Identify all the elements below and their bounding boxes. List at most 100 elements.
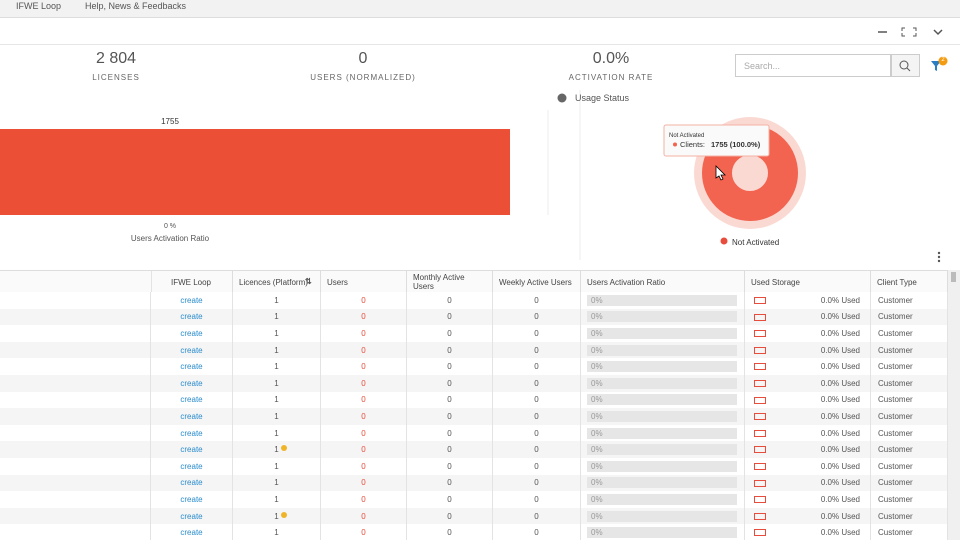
storage-icon — [754, 529, 766, 537]
cell: 0 — [321, 524, 407, 540]
create-link[interactable]: create — [180, 428, 203, 438]
header-cell[interactable]: Users — [327, 277, 348, 287]
cell: Customer — [871, 341, 948, 359]
create-link[interactable]: create — [180, 328, 203, 338]
filter-badge: 2 — [941, 57, 945, 63]
cell: 0.0% Used — [745, 507, 871, 525]
cell: 0 — [407, 375, 493, 392]
header-cell[interactable]: Users Activation Ratio — [587, 277, 666, 287]
activation-ratio: 0% — [587, 394, 737, 406]
header-cell[interactable]: Licences (Platform) — [239, 277, 308, 287]
charts: 1755 0 % Users Activation Ratio Not Activat… — [0, 90, 806, 260]
expand[interactable] — [901, 27, 917, 37]
cell: 0.0% Used — [745, 341, 871, 359]
search-button[interactable] — [891, 54, 920, 77]
activation-ratio: 0% — [587, 460, 737, 472]
legend-label: Not Activated — [732, 238, 779, 247]
column-border — [406, 271, 407, 293]
cell: 0 — [407, 507, 493, 525]
cell: 0.0% Used — [745, 408, 871, 425]
client-type: Customer — [878, 378, 913, 388]
users: 0 — [361, 494, 366, 504]
client-type: Customer — [878, 312, 913, 322]
licences: 1 — [274, 494, 279, 504]
more-menu[interactable] — [934, 250, 944, 264]
create-link[interactable]: create — [180, 511, 203, 521]
filter-icon[interactable] — [928, 56, 952, 74]
storage-icon — [754, 380, 766, 387]
create-link[interactable]: create — [180, 312, 203, 322]
cell: 0% — [581, 325, 745, 342]
weekly-active: 0 — [534, 295, 539, 305]
cell: 0 — [407, 458, 493, 475]
users: 0 — [361, 362, 366, 372]
users: 0 — [361, 528, 366, 538]
storage-icon — [754, 496, 766, 504]
cell: 0 — [493, 391, 581, 409]
table-row: create 1 0 0 0 0% 0.0% Used Customer — [0, 375, 948, 392]
create-link[interactable]: create — [180, 378, 203, 388]
header-cell[interactable]: Used Storage — [751, 277, 800, 287]
scrollbar[interactable] — [948, 270, 960, 540]
tooltip-dot — [673, 142, 677, 147]
top-nav — [0, 0, 960, 18]
cell: 0 — [493, 358, 581, 375]
cell: 0 — [493, 408, 581, 425]
header-cell[interactable]: IFWE Loop — [170, 277, 211, 287]
weekly-active: 0 — [534, 378, 539, 388]
monthly-active: 0 — [447, 445, 452, 455]
users: 0 — [361, 461, 366, 471]
client-type: Customer — [878, 411, 913, 421]
cell: 0% — [581, 524, 745, 540]
name-cell — [0, 358, 151, 375]
nav-item[interactable]: Help, News & Feedbacks — [85, 1, 187, 11]
weekly-active: 0 — [534, 411, 539, 421]
collapse[interactable] — [933, 29, 943, 36]
create-link[interactable]: create — [180, 362, 203, 372]
cell: 0% — [581, 308, 745, 326]
cell: 0 — [407, 491, 493, 508]
cell: 1 — [233, 358, 321, 375]
create-link[interactable]: create — [180, 461, 203, 471]
column-border — [744, 271, 745, 293]
name-cell — [0, 474, 151, 492]
table-row: create 1 0 0 0 0% 0.0% Used Customer — [0, 325, 948, 342]
create-link[interactable]: create — [180, 478, 203, 488]
table-header: IFWE Loop Licences (Platform) Users Monthly… — [0, 270, 948, 294]
stat-label: USERS (NORMALIZED) — [310, 73, 416, 82]
create-link[interactable]: create — [180, 445, 203, 455]
used-storage: 0.0% Used — [820, 411, 860, 421]
cell: Customer — [871, 325, 948, 342]
cursor — [715, 165, 726, 181]
monthly-active: 0 — [447, 295, 452, 305]
stat-value: 2 804 — [95, 50, 137, 67]
create-link[interactable]: create — [180, 528, 203, 538]
used-storage: 0.0% Used — [820, 395, 860, 405]
cell: create — [151, 458, 233, 475]
tooltip-value: 1755 (100.0%) — [711, 140, 761, 149]
cell: 0.0% Used — [745, 391, 871, 409]
table-row: create 1 0 0 0 0% 0.0% Used Customer — [0, 474, 948, 492]
cell: Customer — [871, 491, 948, 508]
column-border — [232, 271, 233, 293]
header-cell[interactable]: Weekly Active Users — [499, 277, 572, 287]
header-cell[interactable]: Monthly Active Users — [413, 273, 465, 291]
cell: 0.0% Used — [745, 491, 871, 508]
users: 0 — [361, 378, 366, 388]
cell: 0.0% Used — [745, 308, 871, 326]
header-cell[interactable]: Client Type — [877, 277, 917, 287]
cell: 0.0% Used — [745, 458, 871, 475]
cell: 0 — [407, 391, 493, 409]
cell: create — [151, 341, 233, 359]
sort-icon[interactable]: ⇅ — [305, 277, 312, 286]
create-link[interactable]: create — [180, 295, 203, 305]
cell: 0 — [407, 308, 493, 326]
create-link[interactable]: create — [180, 411, 203, 421]
create-link[interactable]: create — [180, 494, 203, 504]
search-input[interactable]: Search... — [735, 54, 891, 77]
nav-item[interactable]: IFWE Loop — [16, 1, 62, 11]
weekly-active: 0 — [534, 461, 539, 471]
create-link[interactable]: create — [180, 345, 203, 355]
create-link[interactable]: create — [180, 395, 203, 405]
monthly-active: 0 — [447, 428, 452, 438]
